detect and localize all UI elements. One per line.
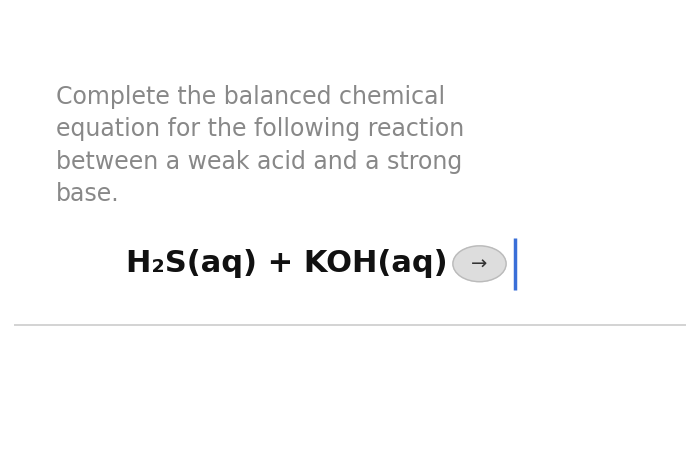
Text: Complete the balanced chemical
equation for the following reaction
between a wea: Complete the balanced chemical equation …: [56, 85, 464, 206]
Text: →: →: [471, 254, 488, 273]
Circle shape: [453, 246, 506, 282]
Text: H₂S(aq) + KOH(aq): H₂S(aq) + KOH(aq): [126, 249, 458, 278]
